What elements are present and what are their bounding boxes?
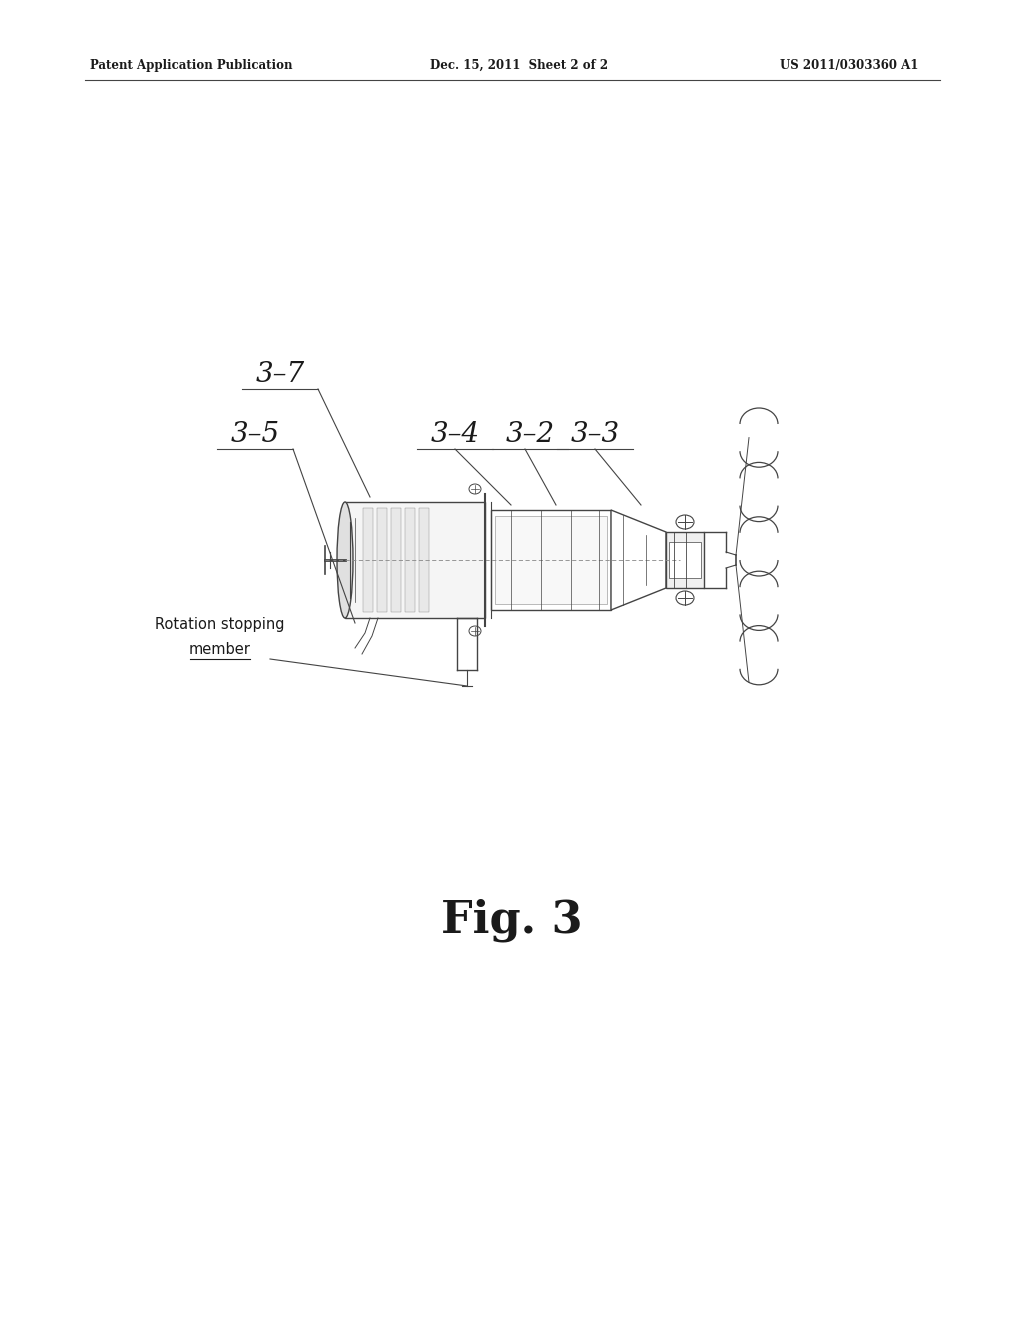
Polygon shape bbox=[611, 510, 666, 610]
Bar bbox=[391, 508, 401, 612]
Bar bbox=[345, 502, 485, 618]
Text: 3–3: 3–3 bbox=[570, 421, 620, 449]
Bar bbox=[362, 508, 373, 612]
Text: member: member bbox=[189, 643, 251, 657]
Bar bbox=[377, 508, 387, 612]
Text: US 2011/0303360 A1: US 2011/0303360 A1 bbox=[780, 58, 919, 71]
Text: 3–5: 3–5 bbox=[230, 421, 280, 449]
Text: Fig. 3: Fig. 3 bbox=[441, 898, 583, 941]
Ellipse shape bbox=[469, 626, 481, 636]
Ellipse shape bbox=[337, 502, 353, 618]
Ellipse shape bbox=[469, 484, 481, 494]
Text: 3–4: 3–4 bbox=[430, 421, 479, 449]
Bar bbox=[406, 508, 415, 612]
Text: 3–2: 3–2 bbox=[506, 421, 555, 449]
Text: 3–7: 3–7 bbox=[255, 362, 304, 388]
Bar bbox=[666, 532, 705, 587]
Ellipse shape bbox=[676, 591, 694, 605]
Bar bbox=[419, 508, 429, 612]
Text: Rotation stopping: Rotation stopping bbox=[156, 618, 285, 632]
Text: Patent Application Publication: Patent Application Publication bbox=[90, 58, 293, 71]
Text: Dec. 15, 2011  Sheet 2 of 2: Dec. 15, 2011 Sheet 2 of 2 bbox=[430, 58, 608, 71]
Bar bbox=[490, 510, 611, 610]
Ellipse shape bbox=[676, 515, 694, 529]
Bar bbox=[669, 543, 701, 578]
Bar bbox=[495, 516, 607, 605]
